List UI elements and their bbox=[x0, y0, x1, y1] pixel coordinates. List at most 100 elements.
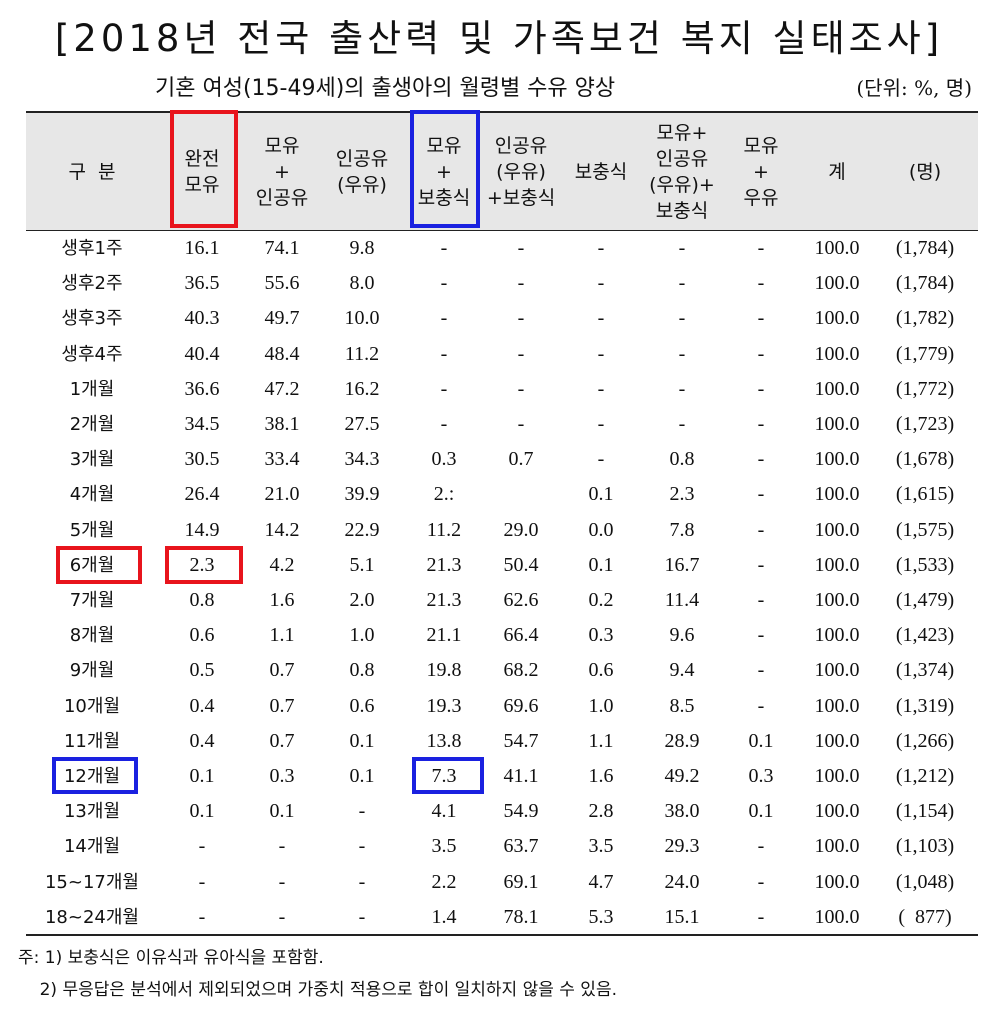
table-cell: 11.4 bbox=[664, 589, 700, 611]
table-cell: - bbox=[597, 448, 605, 471]
column-header-line: 완전 bbox=[184, 147, 220, 170]
table-cell: 0.8 bbox=[349, 659, 375, 682]
table-cell: - bbox=[517, 413, 525, 435]
row-label: 11개월 bbox=[63, 730, 121, 752]
table-cell: 0.7 bbox=[508, 448, 534, 471]
table-cell: 1.1 bbox=[588, 729, 614, 752]
unit-label: (단위: %, 명) bbox=[856, 76, 972, 100]
table-cell: - bbox=[678, 272, 686, 295]
table-cell: - bbox=[757, 835, 765, 858]
table-cell: - bbox=[757, 870, 765, 893]
table-row: 2개월 34.5 38.1 27.5 - - - - - 100.0 (1,723) bbox=[26, 407, 978, 442]
table-cell: 28.9 bbox=[664, 729, 700, 752]
table-cell: 0.1 bbox=[349, 765, 375, 787]
table-cell: 16.2 bbox=[344, 377, 380, 400]
column-header-line: 인공유 bbox=[655, 147, 709, 170]
page-title: [2018년 전국 출산력 및 가족보건 복지 실태조사] bbox=[54, 17, 944, 60]
table-cell: (1,575) bbox=[895, 518, 955, 541]
table-cell: 5.3 bbox=[588, 905, 614, 928]
column-header-6: 보충식 bbox=[566, 113, 636, 230]
table-cell: 100.0 bbox=[814, 553, 860, 576]
table-cell: 54.7 bbox=[503, 729, 539, 752]
table-cell: 62.6 bbox=[503, 589, 539, 611]
table-cell: 100.0 bbox=[814, 905, 860, 928]
table-cell: 100.0 bbox=[814, 413, 860, 435]
table-cell: (1,782) bbox=[895, 307, 955, 330]
table-cell: 0.8 bbox=[669, 448, 695, 471]
table-cell: 1.1 bbox=[269, 624, 295, 647]
table-cell: 4.2 bbox=[269, 553, 295, 576]
column-header-8: 모유 + 우유 bbox=[731, 113, 791, 230]
table-cell: - bbox=[597, 342, 605, 365]
table-cell: 1.6 bbox=[588, 765, 614, 787]
table-cell: 34.3 bbox=[344, 448, 380, 471]
table-cell: 2.2 bbox=[431, 870, 457, 893]
table-cell: 4.1 bbox=[431, 800, 457, 823]
row-label: 14개월 bbox=[63, 836, 121, 858]
table-row: 15~17개월 - - - 2.2 69.1 4.7 24.0 - 100.0 (1,048) bbox=[26, 865, 978, 900]
table-cell: - bbox=[757, 624, 765, 647]
table-cell: - bbox=[757, 694, 765, 717]
table-cell: 100.0 bbox=[814, 659, 860, 682]
footnotes: 주: 1) 보충식은 이유식과 유아식을 포함함. 2) 무응답은 분석에서 제… bbox=[18, 942, 617, 1006]
highlight-box-6month-value bbox=[165, 546, 243, 584]
table-cell: 50.4 bbox=[503, 553, 539, 576]
table-row: 5개월 14.9 14.2 22.9 11.2 29.0 0.0 7.8 - 100.0 (1,57… bbox=[26, 513, 978, 548]
table-row: 14개월 - - - 3.5 63.7 3.5 29.3 - 100.0 (1,103) bbox=[26, 829, 978, 864]
table-cell: - bbox=[597, 377, 605, 400]
table-cell: - bbox=[757, 589, 765, 611]
table-cell: - bbox=[440, 342, 448, 365]
table-cell: - bbox=[597, 413, 605, 435]
column-header-line: +보충식 bbox=[486, 186, 556, 209]
row-label: 10개월 bbox=[63, 695, 121, 717]
table-cell: 16.1 bbox=[184, 237, 220, 259]
column-header-line: 모유 bbox=[426, 134, 462, 157]
table-cell: - bbox=[678, 377, 686, 400]
footnote-2: 2) 무응답은 분석에서 제외되었으며 가중치 적용으로 합이 일치하지 않을 … bbox=[18, 980, 617, 1000]
table-cell: 0.8 bbox=[189, 589, 215, 611]
column-header-9: 계 bbox=[797, 113, 877, 230]
table-cell: 0.3 bbox=[748, 765, 774, 787]
table-cell: 100.0 bbox=[814, 377, 860, 400]
table-cell: (1,784) bbox=[895, 272, 955, 295]
table-cell: 0.1 bbox=[748, 729, 774, 752]
highlight-box-12month-value bbox=[412, 757, 484, 794]
header-rule bbox=[26, 230, 978, 231]
table-cell: 19.3 bbox=[426, 694, 462, 717]
table-cell: 0.4 bbox=[189, 694, 215, 717]
table-cell: - bbox=[678, 307, 686, 330]
table-cell: (1,723) bbox=[895, 413, 955, 435]
table-cell: 0.7 bbox=[269, 694, 295, 717]
table-cell: (1,103) bbox=[895, 835, 955, 858]
table-row: 생후3주 40.3 49.7 10.0 - - - - - 100.0 (1,782) bbox=[26, 301, 978, 336]
table-cell: 0.7 bbox=[269, 729, 295, 752]
table-cell: 21.1 bbox=[426, 624, 462, 647]
table-cell: 69.6 bbox=[503, 694, 539, 717]
table-cell: 4.7 bbox=[588, 870, 614, 893]
table-cell: - bbox=[358, 835, 366, 858]
table-cell: - bbox=[358, 800, 366, 823]
table-cell: 13.8 bbox=[426, 729, 462, 752]
column-header-line: 보충식 bbox=[417, 186, 471, 209]
table-cell: 100.0 bbox=[814, 272, 860, 295]
table-cell: 0.1 bbox=[588, 553, 614, 576]
table-cell: 0.0 bbox=[588, 518, 614, 541]
table-cell: 0.1 bbox=[349, 729, 375, 752]
table-cell: 29.0 bbox=[503, 518, 539, 541]
table-cell: (1,423) bbox=[895, 624, 955, 647]
column-header-line: (우유)+ bbox=[649, 173, 715, 196]
table-cell: 48.4 bbox=[264, 342, 300, 365]
table-cell: 36.6 bbox=[184, 377, 220, 400]
table-cell: - bbox=[517, 307, 525, 330]
table-cell: 14.9 bbox=[184, 518, 220, 541]
table-cell: 2.3 bbox=[669, 483, 695, 506]
table-cell: 14.2 bbox=[264, 518, 300, 541]
table-cell: 100.0 bbox=[814, 448, 860, 471]
table-cell: (1,779) bbox=[895, 342, 955, 365]
table-cell: - bbox=[757, 448, 765, 471]
column-header-line: 모유+ bbox=[656, 121, 708, 144]
table-cell: - bbox=[757, 342, 765, 365]
table-cell: 40.3 bbox=[184, 307, 220, 330]
column-header-line: 인공유 bbox=[335, 147, 389, 170]
column-header-line: 보충식 bbox=[574, 160, 628, 183]
